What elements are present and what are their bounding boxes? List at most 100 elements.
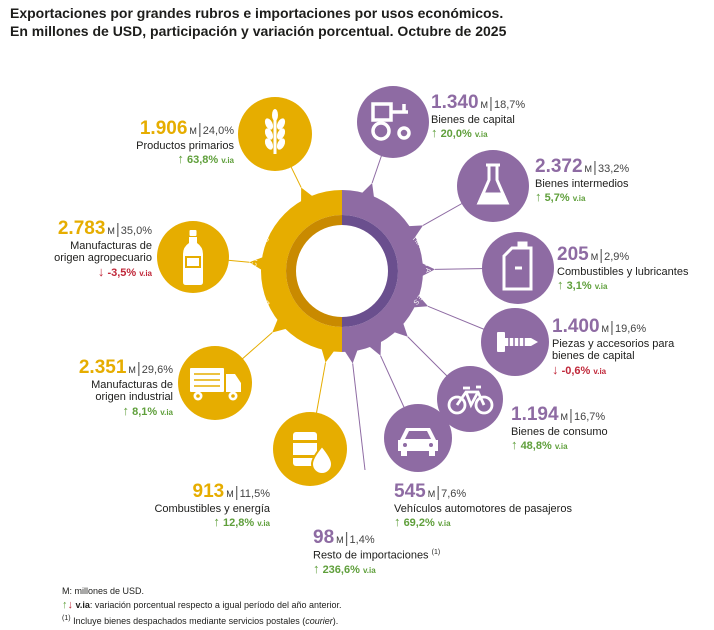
bottle-icon: [183, 230, 203, 285]
separator: |: [610, 319, 614, 336]
label-piezas-accesorios: 1.400 M|19,6% Piezas y accesorios para bi…: [552, 316, 674, 378]
car-icon: [398, 428, 438, 456]
separator: |: [599, 247, 604, 264]
unit: M: [128, 365, 136, 375]
label-combustibles-energia: 913 M|11,5% Combustibles y energía ↑ 12,8…: [154, 481, 270, 530]
bubble-combustibles-lubricantes: [482, 232, 554, 304]
wedge-combustibles-lubricantes: [420, 262, 435, 277]
unit: M: [560, 412, 569, 422]
category-name-line-2: origen agropecuario: [54, 252, 152, 265]
bubble-bienes-capital: [357, 86, 429, 158]
value: 2.783: [57, 218, 106, 239]
unit: M: [336, 535, 344, 545]
note-courier: (1) Incluye bienes despachados mediante …: [62, 615, 339, 626]
truck-icon: [190, 368, 241, 401]
variation: ↑ 236,6% v.ia: [313, 561, 376, 577]
arrow-up-icon: ↑: [313, 561, 320, 577]
unit: M: [584, 164, 593, 174]
share: 7,6%: [441, 488, 467, 500]
unit: M: [480, 100, 489, 110]
share: 29,6%: [141, 364, 173, 376]
wheat-icon: [264, 109, 286, 154]
screw-icon: [497, 332, 538, 352]
value: 1.906: [139, 118, 188, 139]
unit: M: [189, 126, 197, 136]
value: 1.340: [431, 92, 479, 113]
separator: |: [593, 159, 597, 176]
title-line-1: Exportaciones por grandes rubros e impor…: [10, 5, 504, 21]
wedge-moi: [272, 317, 288, 333]
wedge-vehiculos: [368, 339, 382, 356]
arrow-up-icon: ↑: [511, 437, 518, 453]
unit: M: [601, 324, 610, 334]
share: 19,6%: [614, 323, 647, 335]
variation: ↑ 20,0% v.ia: [431, 125, 488, 141]
arrow-down-icon: ↓: [97, 264, 105, 280]
value: 913: [192, 481, 225, 502]
category-bubbles: [157, 86, 554, 486]
category-name: Bienes de capital: [431, 113, 515, 126]
variation: ↓ -3,5% v.ia: [97, 264, 152, 280]
category-name: Productos primarios: [136, 139, 234, 152]
value: 1.400: [552, 316, 600, 337]
category-name: Resto de importaciones (1): [313, 548, 441, 562]
arrow-up-icon: ↑: [62, 599, 68, 611]
bicycle-icon: [447, 385, 494, 415]
label-bienes-capital: 1.340 M|18,7% Bienes de capital ↑ 20,0% v…: [431, 92, 525, 141]
exports-ring-band: [261, 190, 342, 352]
flask-icon: [476, 163, 510, 205]
title-line-2: En millones de USD, participación y vari…: [10, 23, 507, 39]
variation: ↑ 3,1% v.ia: [557, 277, 608, 293]
bubble-productos-primarios: [238, 97, 312, 171]
category-name: Combustibles y lubricantes: [557, 265, 689, 278]
wedge-bienes-intermedios: [407, 225, 424, 239]
bubble-bienes-consumo: [437, 366, 503, 432]
center-ring: EXPORTACIONES IMPORTACIONES: [251, 190, 430, 352]
wedge-bienes-consumo: [392, 321, 408, 337]
label-moa: 2.783 M|35,0% Manufacturas de origen agro…: [54, 218, 152, 280]
share: 35,0%: [120, 225, 152, 237]
variation: ↑ 69,2% v.ia: [394, 514, 451, 530]
category-name: Bienes intermedios: [535, 177, 629, 190]
imports-ring-band: [342, 190, 423, 352]
value: 2.372: [535, 156, 583, 177]
share: 1,4%: [349, 534, 375, 546]
separator: |: [436, 484, 441, 501]
label-moi: 2.351 M|29,6% Manufacturas de origen indu…: [79, 357, 173, 419]
bubble-piezas-accesorios: [481, 308, 549, 376]
variation: ↑ 12,8% v.ia: [213, 514, 270, 530]
share: 16,7%: [573, 411, 606, 423]
bubble-vehiculos: [384, 404, 452, 472]
arrow-up-icon: ↑: [431, 125, 438, 141]
variation: ↑ 48,8% v.ia: [511, 437, 568, 453]
label-combustibles-lubricantes: 205 M|2,9% Combustibles y lubricantes ↑ 3…: [557, 244, 688, 293]
share: 33,2%: [597, 163, 630, 175]
value: 98: [313, 527, 335, 548]
bubble-bienes-intermedios: [457, 150, 529, 222]
unit: M: [590, 252, 599, 262]
separator: |: [197, 121, 202, 138]
arrow-up-icon: ↑: [177, 151, 184, 167]
separator: |: [136, 360, 141, 377]
footnote-mark: (1): [431, 548, 441, 556]
imports-inner-ring: [342, 215, 398, 327]
category-name: Vehículos automotores de pasajeros: [394, 502, 572, 515]
label-resto-importaciones: 98 M|1,4% Resto de importaciones (1) ↑ 23…: [313, 527, 440, 577]
unit: M: [226, 489, 234, 499]
separator: |: [344, 530, 349, 547]
connector-resto-importaciones: [352, 363, 366, 471]
share: 11,5%: [239, 488, 270, 500]
variation: ↑ 63,8% v.ia: [177, 151, 234, 167]
bubble-moa: [157, 221, 229, 293]
label-vehiculos: 545 M|7,6% Vehículos automotores de pasaj…: [394, 481, 572, 530]
share: 24,0%: [202, 125, 234, 137]
arrow-down-icon: ↓: [552, 362, 559, 378]
wedge-piezas-accesorios: [412, 294, 429, 308]
wedge-resto-importaciones: [343, 348, 359, 364]
unit: M: [107, 226, 115, 236]
fuel-barrel-icon: [291, 432, 334, 475]
value: 1.194: [511, 404, 559, 425]
chart-title: Exportaciones por grandes rubros e impor…: [10, 4, 506, 40]
category-name: Combustibles y energía: [154, 502, 270, 515]
